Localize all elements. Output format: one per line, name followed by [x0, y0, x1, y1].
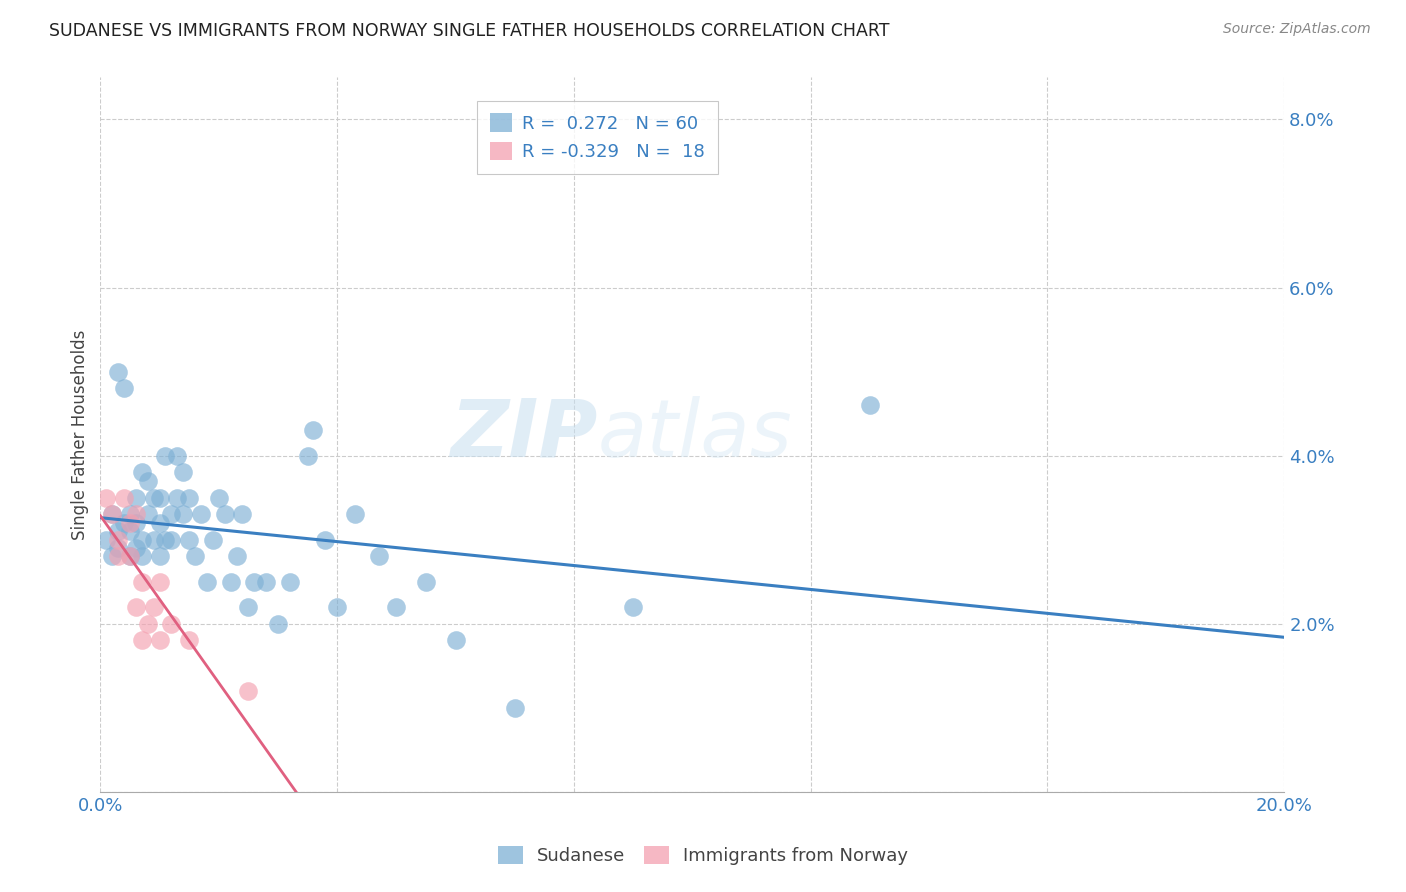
Point — [172, 466, 194, 480]
Point — [136, 508, 159, 522]
Point — [112, 381, 135, 395]
Point — [219, 574, 242, 589]
Point — [101, 549, 124, 564]
Point — [160, 616, 183, 631]
Point — [142, 533, 165, 547]
Point — [125, 508, 148, 522]
Point — [225, 549, 247, 564]
Point — [172, 508, 194, 522]
Point — [148, 549, 170, 564]
Point — [118, 508, 141, 522]
Point — [179, 633, 201, 648]
Legend: Sudanese, Immigrants from Norway: Sudanese, Immigrants from Norway — [491, 838, 915, 872]
Point — [96, 491, 118, 505]
Legend: R =  0.272   N = 60, R = -0.329   N =  18: R = 0.272 N = 60, R = -0.329 N = 18 — [477, 101, 718, 174]
Point — [148, 491, 170, 505]
Point — [195, 574, 218, 589]
Point — [621, 599, 644, 614]
Point — [118, 524, 141, 539]
Point — [107, 533, 129, 547]
Point — [314, 533, 336, 547]
Point — [131, 549, 153, 564]
Point — [107, 541, 129, 555]
Point — [131, 633, 153, 648]
Point — [142, 491, 165, 505]
Point — [155, 533, 177, 547]
Point — [190, 508, 212, 522]
Point — [297, 449, 319, 463]
Point — [254, 574, 277, 589]
Point — [148, 516, 170, 530]
Point — [131, 466, 153, 480]
Text: Source: ZipAtlas.com: Source: ZipAtlas.com — [1223, 22, 1371, 37]
Point — [179, 533, 201, 547]
Point — [160, 533, 183, 547]
Text: ZIP: ZIP — [450, 395, 598, 474]
Text: atlas: atlas — [598, 395, 793, 474]
Point — [208, 491, 231, 505]
Point — [125, 516, 148, 530]
Point — [231, 508, 253, 522]
Point — [267, 616, 290, 631]
Point — [326, 599, 349, 614]
Point — [302, 423, 325, 437]
Point — [118, 549, 141, 564]
Point — [385, 599, 408, 614]
Point — [112, 491, 135, 505]
Point — [201, 533, 224, 547]
Point — [107, 365, 129, 379]
Point — [160, 508, 183, 522]
Point — [859, 398, 882, 412]
Point — [125, 541, 148, 555]
Point — [243, 574, 266, 589]
Point — [107, 524, 129, 539]
Point — [136, 616, 159, 631]
Point — [415, 574, 437, 589]
Point — [131, 533, 153, 547]
Point — [179, 491, 201, 505]
Point — [155, 449, 177, 463]
Point — [101, 508, 124, 522]
Point — [131, 574, 153, 589]
Point — [142, 599, 165, 614]
Point — [166, 491, 188, 505]
Point — [148, 574, 170, 589]
Point — [278, 574, 301, 589]
Point — [184, 549, 207, 564]
Point — [343, 508, 366, 522]
Point — [96, 533, 118, 547]
Point — [238, 684, 260, 698]
Y-axis label: Single Father Households: Single Father Households — [72, 329, 89, 540]
Point — [503, 700, 526, 714]
Point — [367, 549, 389, 564]
Point — [444, 633, 467, 648]
Point — [136, 474, 159, 488]
Point — [214, 508, 236, 522]
Point — [125, 599, 148, 614]
Text: SUDANESE VS IMMIGRANTS FROM NORWAY SINGLE FATHER HOUSEHOLDS CORRELATION CHART: SUDANESE VS IMMIGRANTS FROM NORWAY SINGL… — [49, 22, 890, 40]
Point — [107, 549, 129, 564]
Point — [125, 491, 148, 505]
Point — [148, 633, 170, 648]
Point — [118, 549, 141, 564]
Point — [166, 449, 188, 463]
Point — [112, 516, 135, 530]
Point — [238, 599, 260, 614]
Point — [101, 508, 124, 522]
Point — [118, 516, 141, 530]
